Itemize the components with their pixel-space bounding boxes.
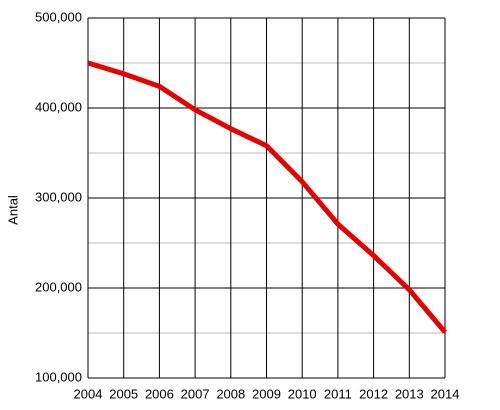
x-tick-label: 2009 bbox=[252, 386, 281, 401]
x-tick-label: 2007 bbox=[181, 386, 210, 401]
x-tick-label: 2011 bbox=[324, 386, 352, 401]
y-tick-label: 200,000 bbox=[35, 279, 82, 294]
x-tick-label: 2010 bbox=[288, 386, 317, 401]
x-tick-label: 2008 bbox=[216, 386, 245, 401]
x-tick-label: 2005 bbox=[109, 386, 138, 401]
y-tick-label: 300,000 bbox=[35, 189, 82, 204]
x-tick-label: 2006 bbox=[145, 386, 174, 401]
data-line bbox=[87, 60, 447, 334]
y-tick-label: 400,000 bbox=[35, 99, 82, 114]
x-tick-label: 2013 bbox=[395, 386, 424, 401]
y-tick-label: 100,000 bbox=[35, 369, 82, 384]
x-tick-label: 2004 bbox=[74, 386, 103, 401]
y-axis-label: Antal bbox=[5, 195, 20, 225]
x-tick-label: 2012 bbox=[359, 386, 388, 401]
x-tick-label: 2014 bbox=[431, 386, 460, 401]
y-tick-label: 500,000 bbox=[35, 9, 82, 24]
